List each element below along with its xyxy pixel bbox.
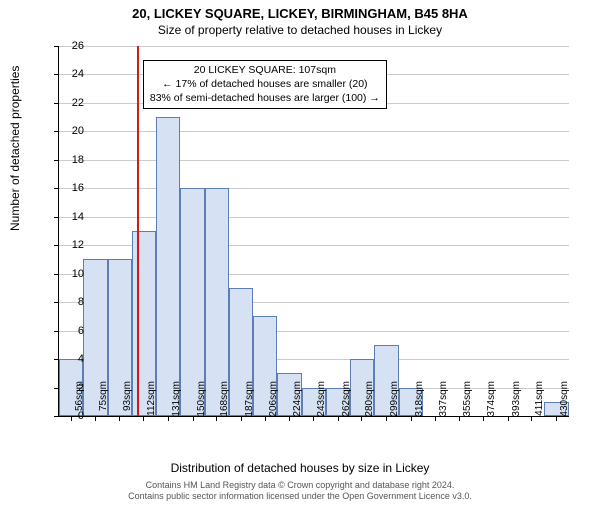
xtick-mark: [459, 416, 460, 421]
ytick-label: 18: [54, 154, 84, 166]
xtick-mark: [216, 416, 217, 421]
xtick-label: 411sqm: [534, 381, 545, 416]
ytick-label: 16: [54, 182, 84, 194]
ytick-label: 26: [54, 40, 84, 52]
xtick-mark: [361, 416, 362, 421]
y-axis-label: Number of detached properties: [8, 66, 22, 231]
xtick-mark: [241, 416, 242, 421]
xtick-label: 56sqm: [74, 381, 85, 411]
xtick-mark: [483, 416, 484, 421]
marker-line: [137, 46, 139, 416]
ytick-label: 8: [54, 296, 84, 308]
chart-title: 20, LICKEY SQUARE, LICKEY, BIRMINGHAM, B…: [0, 6, 600, 21]
xtick-label: 112sqm: [146, 381, 157, 416]
xtick-mark: [143, 416, 144, 421]
histogram-bar: [156, 117, 180, 416]
xtick-label: 150sqm: [196, 381, 207, 417]
xtick-label: 168sqm: [219, 381, 230, 417]
xtick-mark: [435, 416, 436, 421]
xtick-mark: [411, 416, 412, 421]
xtick-label: 224sqm: [292, 381, 303, 417]
xtick-label: 93sqm: [122, 381, 133, 411]
xtick-label: 206sqm: [268, 381, 279, 417]
xtick-label: 355sqm: [462, 381, 473, 417]
footer-line-1: Contains HM Land Registry data © Crown c…: [0, 480, 600, 491]
xtick-mark: [265, 416, 266, 421]
ytick-label: 20: [54, 125, 84, 137]
plot-area: 20 LICKEY SQUARE: 107sqm← 17% of detache…: [58, 46, 569, 417]
xtick-mark: [386, 416, 387, 421]
annotation-box: 20 LICKEY SQUARE: 107sqm← 17% of detache…: [143, 60, 387, 109]
gridline: [59, 160, 569, 161]
gridline: [59, 217, 569, 218]
xtick-mark: [95, 416, 96, 421]
ytick-label: 14: [54, 211, 84, 223]
xtick-label: 262sqm: [341, 381, 352, 417]
xtick-mark: [193, 416, 194, 421]
xtick-label: 430sqm: [559, 381, 570, 417]
xtick-label: 131sqm: [171, 381, 182, 417]
annotation-line: 20 LICKEY SQUARE: 107sqm: [150, 64, 380, 78]
xtick-mark: [168, 416, 169, 421]
xtick-label: 187sqm: [244, 381, 255, 417]
xtick-label: 393sqm: [511, 381, 522, 417]
ytick-label: 6: [54, 325, 84, 337]
xtick-mark: [531, 416, 532, 421]
gridline: [59, 131, 569, 132]
footer-attribution: Contains HM Land Registry data © Crown c…: [0, 480, 600, 502]
chart-subtitle: Size of property relative to detached ho…: [0, 23, 600, 37]
gridline: [59, 188, 569, 189]
ytick-label: 0: [54, 410, 84, 422]
xtick-label: 75sqm: [98, 381, 109, 411]
xtick-mark: [508, 416, 509, 421]
ytick-label: 22: [54, 97, 84, 109]
xtick-label: 318sqm: [414, 381, 425, 417]
annotation-line: 83% of semi-detached houses are larger (…: [150, 92, 380, 106]
annotation-line: ← 17% of detached houses are smaller (20…: [150, 78, 380, 92]
xtick-mark: [289, 416, 290, 421]
xtick-label: 337sqm: [438, 381, 449, 417]
xtick-mark: [338, 416, 339, 421]
chart-area: 20 LICKEY SQUARE: 107sqm← 17% of detache…: [58, 46, 568, 416]
ytick-label: 24: [54, 68, 84, 80]
ytick-label: 12: [54, 239, 84, 251]
xtick-mark: [313, 416, 314, 421]
x-axis-label: Distribution of detached houses by size …: [0, 461, 600, 475]
footer-line-2: Contains public sector information licen…: [0, 491, 600, 502]
gridline: [59, 46, 569, 47]
xtick-label: 374sqm: [486, 381, 497, 417]
ytick-label: 4: [54, 353, 84, 365]
ytick-label: 10: [54, 268, 84, 280]
xtick-label: 280sqm: [364, 381, 375, 417]
xtick-mark: [556, 416, 557, 421]
xtick-label: 299sqm: [389, 381, 400, 417]
xtick-mark: [119, 416, 120, 421]
xtick-label: 243sqm: [316, 381, 327, 417]
